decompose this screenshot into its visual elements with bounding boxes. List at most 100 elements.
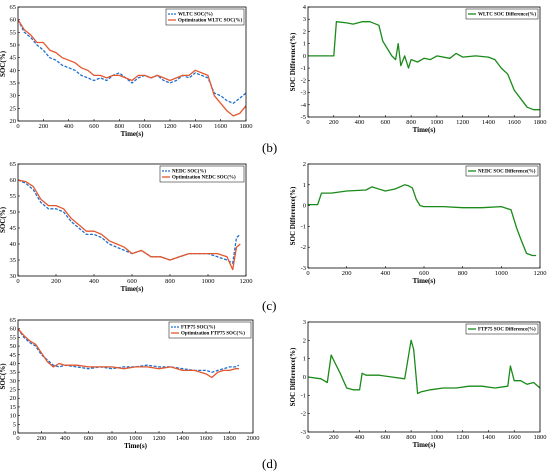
y-tick-label: 65 <box>10 4 17 11</box>
y-tick-label: 30 <box>10 273 17 280</box>
x-tick-label: 0 <box>306 119 309 126</box>
x-axis-label: Time(s) <box>121 130 144 138</box>
plot-frame <box>17 163 247 277</box>
chart-4: 0 200 400 600 800 1000 1200 1400 1600 1800 2000051… <box>0 317 260 450</box>
y-tick-label: -2 <box>301 244 306 251</box>
y-axis-label: SOC Difference(%) <box>289 186 297 245</box>
chart-2: 0 200 400 600 800 1000 1200 30 35 40 45 50 55 60 65 Tim… <box>0 161 253 293</box>
y-tick-label: 35 <box>10 257 17 264</box>
plot-frame <box>307 321 541 433</box>
y-tick-label: 2 <box>303 337 306 344</box>
x-tick-label: 1000 <box>129 435 142 442</box>
x-axis-label: Time(s) <box>413 277 436 285</box>
x-tick-label: 400 <box>60 435 70 442</box>
x-tick-label: 800 <box>406 434 416 441</box>
y-tick-label: 2 <box>303 28 306 35</box>
y-tick-label: 3 <box>303 319 306 326</box>
y-tick-label: 30 <box>10 378 17 385</box>
caption-d: (d) <box>262 456 277 471</box>
x-tick-label: 400 <box>64 123 74 130</box>
y-axis-label: SOC(%) <box>0 206 7 233</box>
x-tick-label: 0 <box>306 434 309 441</box>
x-tick-label: 800 <box>165 278 175 285</box>
y-tick-label: -1 <box>301 392 306 399</box>
x-tick-label: 600 <box>127 278 137 285</box>
y-tick-label: -1 <box>301 223 306 230</box>
legend-box <box>168 321 252 339</box>
x-tick-label: 1200 <box>534 270 547 277</box>
y-tick-label: 55 <box>10 334 17 341</box>
x-tick-label: 200 <box>329 434 339 441</box>
y-tick-label: 35 <box>10 80 17 87</box>
plot-frame <box>17 319 254 434</box>
x-tick-label: 200 <box>51 278 61 285</box>
x-tick-label: 800 <box>107 435 117 442</box>
y-tick-label: 65 <box>10 317 17 324</box>
x-tick-label: 400 <box>380 270 390 277</box>
x-tick-label: 1400 <box>176 435 189 442</box>
x-tick-label: 600 <box>89 123 99 130</box>
x-tick-label: 1200 <box>456 119 469 126</box>
x-tick-label: 1400 <box>482 434 495 441</box>
x-tick-label: 200 <box>329 119 339 126</box>
caption-b: (b) <box>262 140 277 155</box>
x-tick-label: 1800 <box>534 119 547 126</box>
y-tick-label: 4 <box>303 4 307 11</box>
x-tick-label: 1400 <box>189 123 202 130</box>
x-tick-label: 1000 <box>430 434 443 441</box>
y-tick-label: 50 <box>10 42 17 49</box>
x-tick-label: 600 <box>380 434 390 441</box>
y-tick-label: 35 <box>10 369 17 376</box>
legend-label: Optimization NEDC SOC(%) <box>172 176 236 181</box>
legend-box <box>465 8 539 20</box>
chart-3: 0 200 400 600 800 1000 1200 -3 -2 -1 0 1 2 Time(s) SOC… <box>289 161 547 285</box>
y-tick-label: 5 <box>13 421 16 428</box>
legend-label: FTP75 SOC Difference(%) <box>478 328 536 333</box>
y-tick-label: 65 <box>10 161 17 168</box>
y-tick-label: 40 <box>10 360 17 367</box>
x-tick-label: 600 <box>380 119 390 126</box>
x-tick-label: 1600 <box>508 434 521 441</box>
x-tick-label: 400 <box>355 119 365 126</box>
y-tick-label: 20 <box>10 118 17 125</box>
x-tick-label: 800 <box>458 270 468 277</box>
x-tick-label: 1800 <box>223 435 236 442</box>
legend-label: WLTC SOC Difference(%) <box>478 13 536 18</box>
y-tick-label: 2 <box>303 161 306 168</box>
y-tick-label: 50 <box>10 343 17 350</box>
legend-box <box>159 165 245 183</box>
x-tick-label: 600 <box>84 435 94 442</box>
y-tick-label: 60 <box>10 326 17 333</box>
chart-1: 0 200 400 600 800 1000 1200 1400 1600 1800 -5 -4 -3 -… <box>289 4 547 134</box>
x-tick-label: 800 <box>406 119 416 126</box>
caption-c: (c) <box>262 298 276 313</box>
x-tick-label: 1400 <box>482 119 495 126</box>
x-axis-label: Time(s) <box>124 442 147 450</box>
chart-5: 0 200 400 600 800 1000 1200 1400 1600 1800 -3 -2 -1 0… <box>289 319 547 449</box>
chart-0: 0 200 400 600 800 1000 1200 1400 1600 1800 20 25 30 3… <box>0 4 253 138</box>
y-tick-label: 1 <box>303 182 306 189</box>
x-tick-label: 0 <box>16 278 19 285</box>
legend-label: NEDC SOC(%) <box>172 170 206 175</box>
x-axis-label: Time(s) <box>121 285 144 293</box>
legend-label: Optimization WLTC SOC(%) <box>178 19 243 24</box>
y-tick-label: 45 <box>10 352 17 359</box>
x-tick-label: 1200 <box>153 435 166 442</box>
plot-frame <box>17 6 247 122</box>
legend-label: Optimization FTP75 SOC(%) <box>181 332 245 337</box>
legend-label: NEDC SOC Difference(%) <box>478 170 536 175</box>
x-tick-label: 200 <box>37 435 47 442</box>
plot-frame <box>307 6 541 118</box>
x-tick-label: 1600 <box>200 435 213 442</box>
y-axis-label: SOC Difference(%) <box>289 347 297 406</box>
y-tick-label: 0 <box>13 430 16 437</box>
x-tick-label: 1600 <box>214 123 227 130</box>
legend-box <box>465 165 539 177</box>
x-tick-label: 1000 <box>202 278 215 285</box>
y-tick-label: -1 <box>301 65 306 72</box>
y-tick-label: 45 <box>10 225 17 232</box>
legend-label: FTP75 SOC(%) <box>181 326 216 331</box>
y-axis-label: SOC(%) <box>0 363 7 390</box>
y-tick-label: -2 <box>301 77 306 84</box>
